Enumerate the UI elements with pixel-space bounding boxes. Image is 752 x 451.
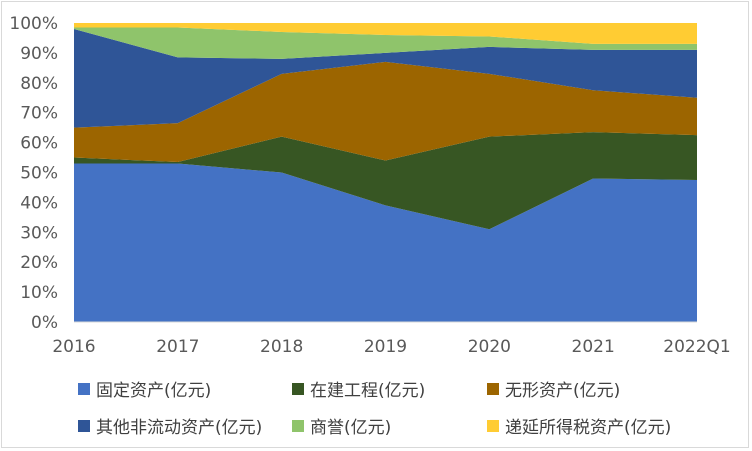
- legend-swatch: [487, 382, 499, 395]
- x-tick-label: 2019: [364, 337, 407, 357]
- legend-swatch: [78, 419, 90, 432]
- y-tick-label: 20%: [20, 253, 58, 273]
- y-tick-label: 90%: [20, 44, 58, 64]
- area-series-3: [74, 28, 697, 128]
- x-tick-label: 2018: [260, 337, 303, 357]
- y-tick-label: 10%: [20, 283, 58, 303]
- legend-item: 固定资产(亿元): [78, 376, 211, 401]
- y-tick-label: 50%: [20, 164, 58, 184]
- legend-swatch: [487, 419, 499, 432]
- legend-item: 无形资产(亿元): [487, 376, 620, 401]
- x-tick-label: 2021: [572, 337, 615, 357]
- legend-label: 在建工程(亿元): [310, 381, 426, 401]
- legend-item: 商誉(亿元): [292, 413, 391, 438]
- y-tick-label: 0%: [31, 313, 58, 333]
- legend-swatch: [292, 419, 304, 432]
- y-tick-label: 30%: [20, 223, 58, 243]
- x-tick-label: 2016: [52, 337, 95, 357]
- legend-label: 商誉(亿元): [310, 418, 392, 438]
- y-tick-label: 100%: [9, 14, 58, 34]
- legend-label: 无形资产(亿元): [505, 381, 621, 401]
- legend-item: 其他非流动资产(亿元): [78, 413, 262, 438]
- area-series-2: [74, 61, 697, 163]
- y-tick-label: 40%: [20, 193, 58, 213]
- x-tick-label: 2022Q1: [663, 337, 730, 357]
- area-series-0: [74, 163, 697, 322]
- legend-swatch: [292, 382, 304, 395]
- area-series-4: [74, 27, 697, 59]
- legend-label: 递延所得税资产(亿元): [505, 418, 672, 438]
- legend-label: 其他非流动资产(亿元): [96, 418, 263, 438]
- legend-item: 递延所得税资产(亿元): [487, 413, 671, 438]
- axes-group: 0% 10% 20% 30% 40% 50% 60% 70% 80% 90% 100% 2016 201…: [9, 14, 730, 357]
- area-series-group: [74, 23, 697, 322]
- x-tick-label: 2020: [468, 337, 511, 357]
- legend-swatch: [78, 382, 90, 395]
- y-tick-label: 70%: [20, 104, 58, 124]
- y-tick-label: 60%: [20, 134, 58, 154]
- area-series-5: [74, 23, 697, 44]
- area-series-1: [74, 132, 697, 230]
- legend-item: 在建工程(亿元): [292, 376, 425, 401]
- x-tick-label: 2017: [156, 337, 199, 357]
- y-tick-label: 80%: [20, 74, 58, 94]
- legend-label: 固定资产(亿元): [96, 381, 212, 401]
